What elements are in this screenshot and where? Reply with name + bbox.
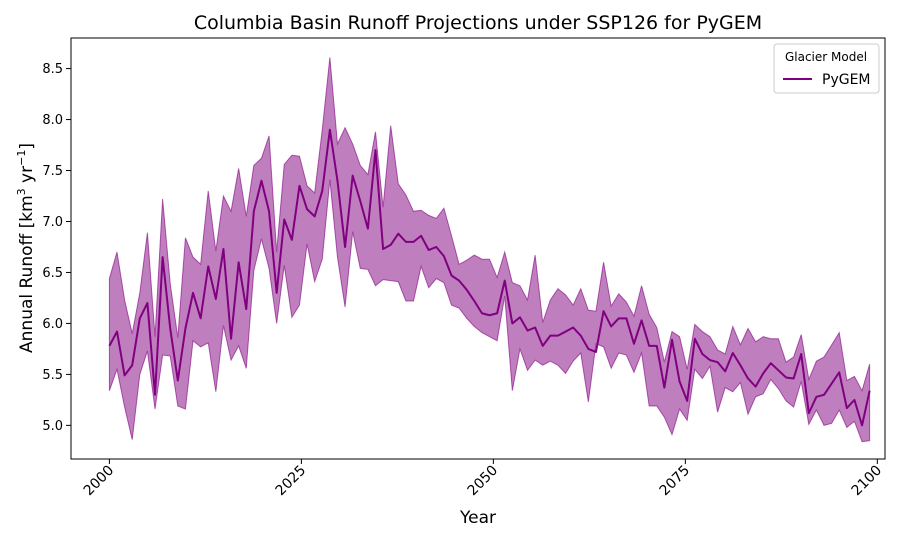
y-tick-label: 5.5 [42,368,63,383]
y-tick-label: 5.0 [42,419,63,434]
uncertainty-band-layer [108,57,871,443]
y-axis-label: Annual Runoff [km3 yr−1] [15,143,37,353]
y-axis-label-mid: yr [17,166,37,188]
x-tick-label: 2100 [849,463,886,500]
mean-line-layer [108,128,871,427]
legend-title: Glacier Model [785,50,867,64]
legend-box [773,43,880,94]
y-axis-label-sup1: 3 [15,188,28,195]
y-tick-label: 6.5 [42,266,63,281]
x-tick-label: 2025 [273,463,310,500]
x-tick-label: 2000 [81,463,118,500]
y-axis-label-main: Annual Runoff [km [17,195,37,353]
y-tick-label: 7.0 [42,215,63,230]
x-axis: 2000 2025 2050 2075 2100 [81,459,885,499]
y-axis-label-end: ] [17,143,37,150]
legend-label-pygem: PyGEM [822,72,871,88]
mean-line-pygem [108,128,871,427]
legend: Glacier Model PyGEM [773,43,880,94]
plot-frame [70,37,886,460]
y-tick-label: 7.5 [42,164,63,179]
y-tick-label: 6.0 [42,317,63,332]
y-axis: 5.0 5.5 6.0 6.5 7.0 7.5 8.0 8.5 [42,62,71,434]
y-tick-label: 8.5 [42,62,63,77]
x-tick-label: 2075 [657,463,694,500]
y-axis-label-sup2: −1 [15,150,28,166]
x-tick-label: 2050 [465,463,502,500]
chart-title: Columbia Basin Runoff Projections under … [194,12,762,34]
uncertainty-band-pygem [108,57,871,443]
y-tick-label: 8.0 [42,113,63,128]
x-axis-label: Year [459,508,496,528]
